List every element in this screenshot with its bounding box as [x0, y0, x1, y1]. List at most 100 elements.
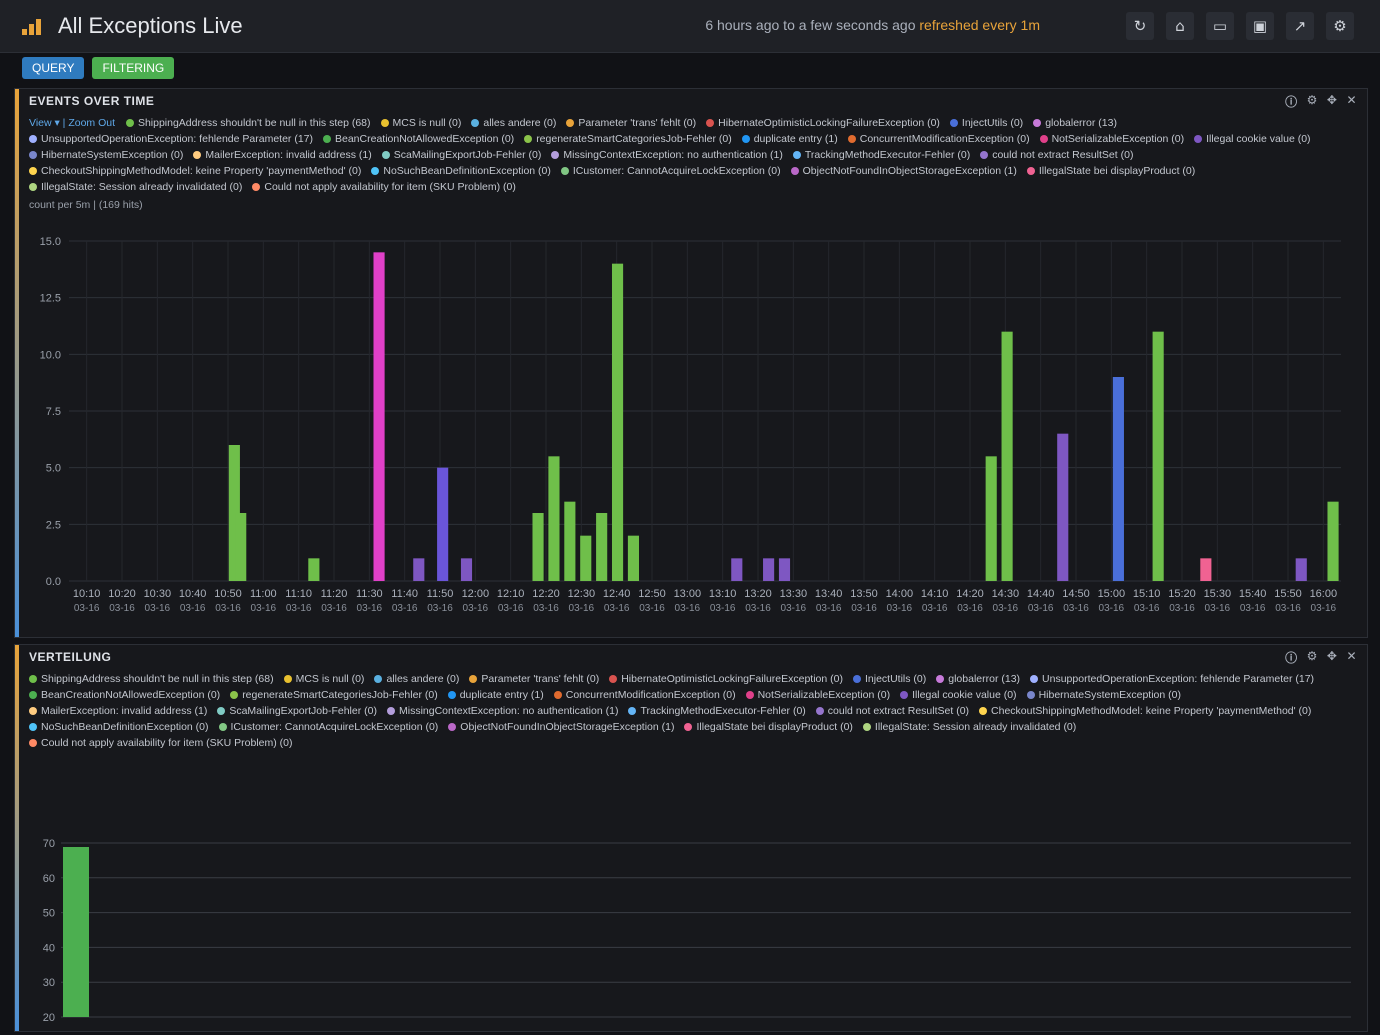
legend-entry[interactable]: BeanCreationNotAllowedException (0) [29, 687, 220, 703]
legend-swatch [847, 135, 856, 144]
legend-entry[interactable]: UnsupportedOperationException: fehlende … [1030, 671, 1314, 687]
legend-entry[interactable]: Could not apply availability for item (S… [252, 179, 516, 195]
x-tick-sublabel: 03-16 [1275, 603, 1301, 614]
bar [1057, 433, 1069, 581]
legend-entry[interactable]: alles andere (0) [374, 671, 459, 687]
filtering-pill[interactable]: FILTERING [92, 57, 175, 79]
refresh-icon[interactable]: ↻ [1126, 12, 1154, 40]
distribution-legend: ShippingAddress shouldn't be null in thi… [15, 669, 1367, 751]
legend-entry[interactable]: IllegalState bei displayProduct (0) [684, 719, 853, 735]
legend-entry[interactable]: HibernateSystemException (0) [29, 147, 183, 163]
legend-entry[interactable]: alles andere (0) [471, 115, 556, 131]
legend-entry[interactable]: HibernateSystemException (0) [1026, 687, 1181, 703]
legend-entry[interactable]: NotSerializableException (0) [745, 687, 890, 703]
legend-swatch [252, 183, 261, 192]
legend-entry[interactable]: ObjectNotFoundInObjectStorageException (… [448, 719, 674, 735]
legend-entry[interactable]: MissingContextException: no authenticati… [386, 703, 618, 719]
gear-icon[interactable]: ⚙ [1306, 649, 1318, 663]
legend-entry[interactable]: ICustomer: CannotAcquireLockException (0… [218, 719, 438, 735]
chart-legend: View ▾ | Zoom Out ShippingAddress should… [15, 113, 1367, 195]
legend-entry[interactable]: NoSuchBeanDefinitionException (0) [371, 163, 551, 179]
close-icon[interactable]: ✕ [1346, 649, 1357, 663]
legend-entry[interactable]: duplicate entry (1) [741, 131, 838, 147]
legend-entry[interactable]: UnsupportedOperationException: fehlende … [29, 131, 313, 147]
legend-entry[interactable]: MCS is null (0) [283, 671, 364, 687]
legend-swatch [29, 691, 37, 700]
panel-tools: ⓘ ⚙ ✥ ✕ [1285, 649, 1357, 666]
legend-swatch [1033, 119, 1042, 128]
gear-icon[interactable]: ⚙ [1306, 93, 1318, 107]
legend-entry[interactable]: ScaMailingExportJob-Fehler (0) [381, 147, 541, 163]
legend-entry[interactable]: ShippingAddress shouldn't be null in thi… [29, 671, 274, 687]
legend-swatch [900, 691, 909, 700]
legend-entry[interactable]: CheckoutShippingMethodModel: keine Prope… [979, 703, 1311, 719]
legend-entry[interactable]: globalerror (13) [1033, 115, 1117, 131]
view-toggle[interactable]: View ▾ | Zoom Out [29, 117, 116, 129]
legend-entry[interactable]: ConcurrentModificationException (0) [553, 687, 736, 703]
x-tick-label: 11:40 [391, 588, 418, 600]
move-icon[interactable]: ✥ [1326, 93, 1338, 107]
legend-entry[interactable]: Parameter 'trans' fehlt (0) [469, 671, 599, 687]
legend-entry[interactable]: could not extract ResultSet (0) [815, 703, 969, 719]
legend-entry[interactable]: IllegalState: Session already invalidate… [29, 179, 242, 195]
legend-entry[interactable]: CheckoutShippingMethodModel: keine Prope… [29, 163, 361, 179]
time-range[interactable]: 6 hours ago to a few seconds ago refresh… [705, 17, 1040, 33]
legend-entry[interactable]: TrackingMethodExecutor-Fehler (0) [792, 147, 970, 163]
zoom-out-link[interactable]: Zoom Out [68, 117, 116, 129]
settings-icon[interactable]: ⚙ [1326, 12, 1354, 40]
legend-entry[interactable]: globalerror (13) [936, 671, 1020, 687]
query-pill[interactable]: QUERY [22, 57, 85, 79]
legend-entry[interactable]: regenerateSmartCategoriesJob-Fehler (0) [524, 131, 732, 147]
legend-label: IllegalState: Session already invalidate… [874, 721, 1077, 733]
home-icon[interactable]: ⌂ [1166, 12, 1194, 40]
legend-entry[interactable]: InjectUtils (0) [852, 671, 926, 687]
legend-entry[interactable]: HibernateOptimisticLockingFailureExcepti… [706, 115, 940, 131]
move-icon[interactable]: ✥ [1326, 649, 1338, 663]
share-icon[interactable]: ↗ [1286, 12, 1314, 40]
legend-entry[interactable]: Illegal cookie value (0) [900, 687, 1017, 703]
legend-entry[interactable]: duplicate entry (1) [447, 687, 544, 703]
info-icon[interactable]: ⓘ [1285, 95, 1298, 109]
legend-entry[interactable]: ObjectNotFoundInObjectStorageException (… [790, 163, 1017, 179]
legend-swatch [29, 723, 37, 732]
folder-icon[interactable]: ▭ [1206, 12, 1234, 40]
legend-label: Could not apply availability for item (S… [264, 181, 516, 193]
legend-entry[interactable]: NoSuchBeanDefinitionException (0) [29, 719, 209, 735]
legend-entry[interactable]: ScaMailingExportJob-Fehler (0) [217, 703, 377, 719]
legend-label: MailerException: invalid address (1) [41, 705, 208, 717]
legend-label: ConcurrentModificationException (0) [565, 689, 736, 701]
legend-entry[interactable]: NotSerializableException (0) [1039, 131, 1184, 147]
legend-entry[interactable]: MailerException: invalid address (1) [193, 147, 372, 163]
info-icon[interactable]: ⓘ [1285, 651, 1298, 665]
legend-entry[interactable]: regenerateSmartCategoriesJob-Fehler (0) [230, 687, 438, 703]
legend-swatch [323, 135, 331, 144]
legend-swatch [745, 691, 754, 700]
legend-entry[interactable]: ConcurrentModificationException (0) [847, 131, 1030, 147]
bar [1200, 558, 1212, 581]
save-icon[interactable]: ▣ [1246, 12, 1274, 40]
legend-entry[interactable]: could not extract ResultSet (0) [980, 147, 1133, 163]
refresh-interval[interactable]: refreshed every 1m [919, 17, 1040, 33]
x-tick-sublabel: 03-16 [533, 603, 559, 614]
legend-entry[interactable]: MCS is null (0) [380, 115, 461, 131]
close-icon[interactable]: ✕ [1346, 93, 1357, 107]
legend-entry[interactable]: ICustomer: CannotAcquireLockException (0… [560, 163, 781, 179]
legend-entry[interactable]: MailerException: invalid address (1) [29, 703, 207, 719]
x-tick-sublabel: 03-16 [922, 603, 948, 614]
legend-entry[interactable]: BeanCreationNotAllowedException (0) [323, 131, 514, 147]
legend-entry[interactable]: HibernateOptimisticLockingFailureExcepti… [609, 671, 843, 687]
legend-entry[interactable]: TrackingMethodExecutor-Fehler (0) [628, 703, 806, 719]
legend-entry[interactable]: IllegalState bei displayProduct (0) [1026, 163, 1195, 179]
legend-entry[interactable]: MissingContextException: no authenticati… [551, 147, 783, 163]
x-tick-sublabel: 03-16 [745, 603, 771, 614]
x-tick-sublabel: 03-16 [215, 603, 241, 614]
bar [308, 558, 320, 581]
legend-entry[interactable]: InjectUtils (0) [949, 115, 1023, 131]
x-tick-sublabel: 03-16 [1169, 603, 1195, 614]
legend-entry[interactable]: ShippingAddress shouldn't be null in thi… [125, 115, 371, 131]
legend-entry[interactable]: Illegal cookie value (0) [1194, 131, 1311, 147]
legend-entry[interactable]: IllegalState: Session already invalidate… [862, 719, 1077, 735]
x-tick-sublabel: 03-16 [569, 603, 595, 614]
legend-entry[interactable]: Could not apply availability for item (S… [29, 735, 293, 751]
legend-entry[interactable]: Parameter 'trans' fehlt (0) [566, 115, 696, 131]
